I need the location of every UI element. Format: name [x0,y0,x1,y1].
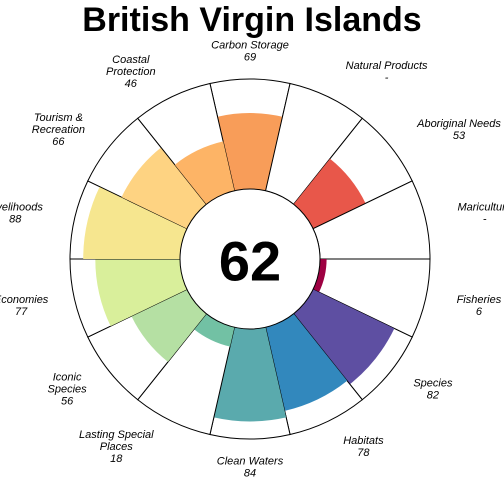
center-circle [179,188,321,330]
score-natural-products: - [385,72,389,84]
label-mariculture: Mariculture- [457,201,504,225]
bar-tourism-recreation [121,147,207,229]
label-line-livelihoods: Livelihoods [0,201,43,213]
chart-title: British Virgin Islands [82,1,422,39]
label-line-lasting-special-places: Lasting Special [79,429,154,441]
score-lasting-special-places: 18 [110,453,123,465]
label-line-mariculture: Mariculture [457,201,504,213]
score-coastal-protection: 46 [125,78,138,90]
bar-fisheries [313,259,327,293]
label-line-species: Species [413,377,453,389]
label-line-fisheries: Fisheries [457,294,502,306]
label-clean-waters: Clean Waters 84 [217,456,284,480]
label-livelihoods: Livelihoods88 [0,201,43,225]
score-iconic-species: 56 [61,395,74,407]
label-line-aboriginal-needs: Aboriginal Needs [416,118,501,130]
label-line-economies: Economies [0,294,49,306]
label-economies: Economies77 [0,294,49,318]
score-habitats: 78 [357,447,370,459]
label-species: Species 82 [413,377,453,401]
bar-clean-waters [213,327,287,422]
label-line-coastal-protection: Coastal [112,54,150,66]
score-fisheries: 6 [476,306,483,318]
label-natural-products: Natural Products - [346,60,428,84]
center-score: 62 [219,230,281,293]
bar-species [293,289,395,385]
score-carbon-storage: 69 [244,52,256,64]
label-habitats: Habitats 78 [343,435,384,459]
label-line-lasting-special-places: Places [100,441,134,453]
score-mariculture: - [483,213,487,225]
label-line-iconic-species: Iconic [53,371,82,383]
label-line-tourism-recreation: Tourism & [34,112,83,124]
label-line-clean-waters: Clean Waters [217,456,284,468]
score-livelihoods: 88 [9,213,22,225]
label-line-habitats: Habitats [343,435,384,447]
label-tourism-recreation: Tourism & Recreation 66 [32,112,85,148]
label-line-iconic-species: Species [48,383,88,395]
score-species: 82 [427,389,439,401]
score-clean-waters: 84 [244,468,256,480]
bar-coastal-protection [174,141,235,205]
label-carbon-storage: Carbon Storage 69 [211,40,289,64]
label-line-coastal-protection: Protection [106,66,156,78]
label-lasting-special-places: Lasting Special Places 18 [79,429,154,465]
bar-carbon-storage [217,113,283,191]
label-iconic-species: Iconic Species 56 [48,371,88,407]
bar-lasting-special-places [194,313,235,347]
bar-livelihoods [83,186,187,259]
bar-economies [95,259,187,327]
bar-aboriginal-needs [293,158,366,229]
label-line-carbon-storage: Carbon Storage [211,40,289,52]
bar-habitats [265,313,348,411]
label-aboriginal-needs: Aboriginal Needs 53 [416,118,501,142]
label-line-tourism-recreation: Recreation [32,124,85,136]
score-tourism-recreation: 66 [52,136,65,148]
score-economies: 77 [15,306,28,318]
score-aboriginal-needs: 53 [453,130,466,142]
label-coastal-protection: Coastal Protection 46 [106,54,156,90]
label-line-natural-products: Natural Products [346,60,428,72]
label-fisheries: Fisheries 6 [457,294,502,318]
